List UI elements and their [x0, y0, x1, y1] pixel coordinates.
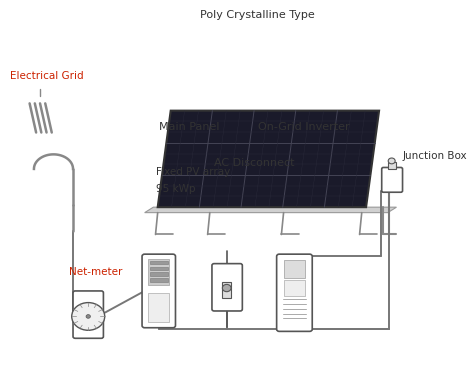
Circle shape: [72, 303, 105, 330]
Bar: [283, 280, 305, 297]
Text: Main Panel: Main Panel: [158, 121, 219, 132]
Circle shape: [222, 284, 231, 292]
Polygon shape: [145, 207, 396, 212]
Bar: [388, 162, 396, 169]
FancyBboxPatch shape: [142, 254, 175, 328]
Text: Net-meter: Net-meter: [69, 267, 122, 277]
Bar: [150, 261, 168, 264]
Bar: [150, 266, 168, 270]
Text: 95 kWp: 95 kWp: [155, 184, 195, 193]
Text: On-Grid Inverter: On-Grid Inverter: [257, 121, 349, 132]
Text: Poly Crystalline Type: Poly Crystalline Type: [200, 11, 315, 21]
Circle shape: [388, 158, 395, 164]
Bar: [283, 260, 305, 278]
Text: Fixed PV array: Fixed PV array: [155, 167, 230, 177]
Text: AC Disconnect: AC Disconnect: [214, 158, 295, 168]
FancyBboxPatch shape: [212, 264, 242, 311]
Bar: [148, 259, 169, 286]
FancyBboxPatch shape: [277, 254, 312, 331]
Text: Electrical Grid: Electrical Grid: [10, 70, 84, 81]
FancyBboxPatch shape: [73, 291, 103, 338]
Bar: [150, 272, 168, 276]
FancyBboxPatch shape: [382, 167, 402, 192]
Bar: [222, 282, 231, 298]
Text: Junction Box: Junction Box: [403, 151, 468, 161]
Bar: [150, 278, 168, 282]
Bar: [148, 293, 169, 322]
Circle shape: [86, 315, 91, 318]
Polygon shape: [158, 111, 379, 207]
